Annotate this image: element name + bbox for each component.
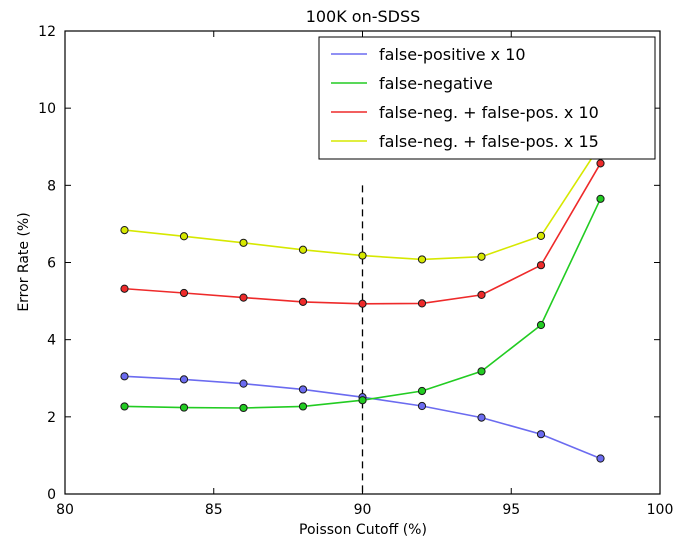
series-4-point-3 — [239, 238, 248, 247]
series-3-point-4 — [298, 297, 308, 306]
legend-label-3: false-neg. + false-pos. x 10 — [379, 103, 599, 122]
legend-label-4: false-neg. + false-pos. x 15 — [379, 132, 599, 151]
series-2-point-3 — [239, 403, 248, 413]
series-4-point-8 — [536, 231, 546, 240]
series-4-point-1 — [120, 225, 129, 235]
x-tick-label-3: 95 — [502, 502, 520, 518]
x-tick-label-4: 100 — [647, 502, 674, 518]
series-1-point-2 — [179, 375, 189, 384]
series-1-point-3 — [239, 379, 248, 388]
chart-title: 100K on-SDSS — [306, 7, 421, 26]
series-3-point-9 — [596, 159, 605, 168]
series-1-point-8 — [536, 430, 546, 439]
y-tick-label-6: 12 — [38, 24, 56, 40]
x-tick-label-0: 80 — [56, 502, 74, 518]
legend: false-positive x 10 false-negative false-n… — [318, 36, 656, 160]
legend-box — [318, 36, 656, 160]
series-3-point-6 — [417, 299, 427, 308]
y-tick-label-4: 8 — [47, 178, 56, 194]
series-3-point-5 — [358, 299, 367, 308]
series-3-point-7 — [477, 290, 486, 300]
y-tick-label-1: 2 — [47, 410, 56, 426]
series-4-point-5 — [358, 251, 367, 260]
x-tick-label-1: 85 — [205, 502, 223, 518]
series-1-point-7 — [477, 413, 486, 422]
series-2-point-1 — [120, 402, 129, 411]
series-3-point-3 — [239, 293, 248, 302]
legend-label-1: false-positive x 10 — [379, 45, 526, 64]
series-3-point-2 — [179, 288, 189, 298]
series-1-point-9 — [596, 454, 605, 463]
series-1-point-4 — [298, 385, 308, 394]
series-2-point-5 — [358, 396, 367, 405]
series-3-point-1 — [120, 284, 129, 293]
x-tick-label-2: 90 — [354, 502, 372, 518]
series-1-point-1 — [120, 372, 129, 381]
y-tick-label-0: 0 — [47, 487, 56, 503]
series-2-point-6 — [417, 386, 427, 396]
x-axis-label: Poisson Cutoff (%) — [299, 522, 427, 538]
series-1-point-6 — [417, 401, 427, 411]
y-tick-label-3: 6 — [47, 256, 56, 272]
y-axis-label: Error Rate (%) — [16, 212, 32, 311]
series-2-point-9 — [596, 194, 605, 203]
chart-marks: 80 85 90 95 100 0 2 4 6 8 10 12 — [38, 24, 673, 518]
series-4-point-6 — [417, 255, 427, 264]
series-4-point-4 — [298, 245, 308, 254]
series-2-point-8 — [536, 320, 546, 330]
series-3-point-8 — [536, 261, 546, 270]
series-4-point-7 — [477, 252, 486, 261]
y-tick-label-2: 4 — [47, 333, 56, 349]
series-2-point-4 — [298, 402, 308, 411]
series-2-point-7 — [477, 367, 486, 376]
series-4-point-2 — [179, 232, 189, 241]
series-group — [120, 140, 605, 463]
legend-label-2: false-negative — [379, 74, 493, 93]
y-tick-label-5: 10 — [38, 101, 56, 117]
series-2-point-2 — [179, 403, 189, 412]
